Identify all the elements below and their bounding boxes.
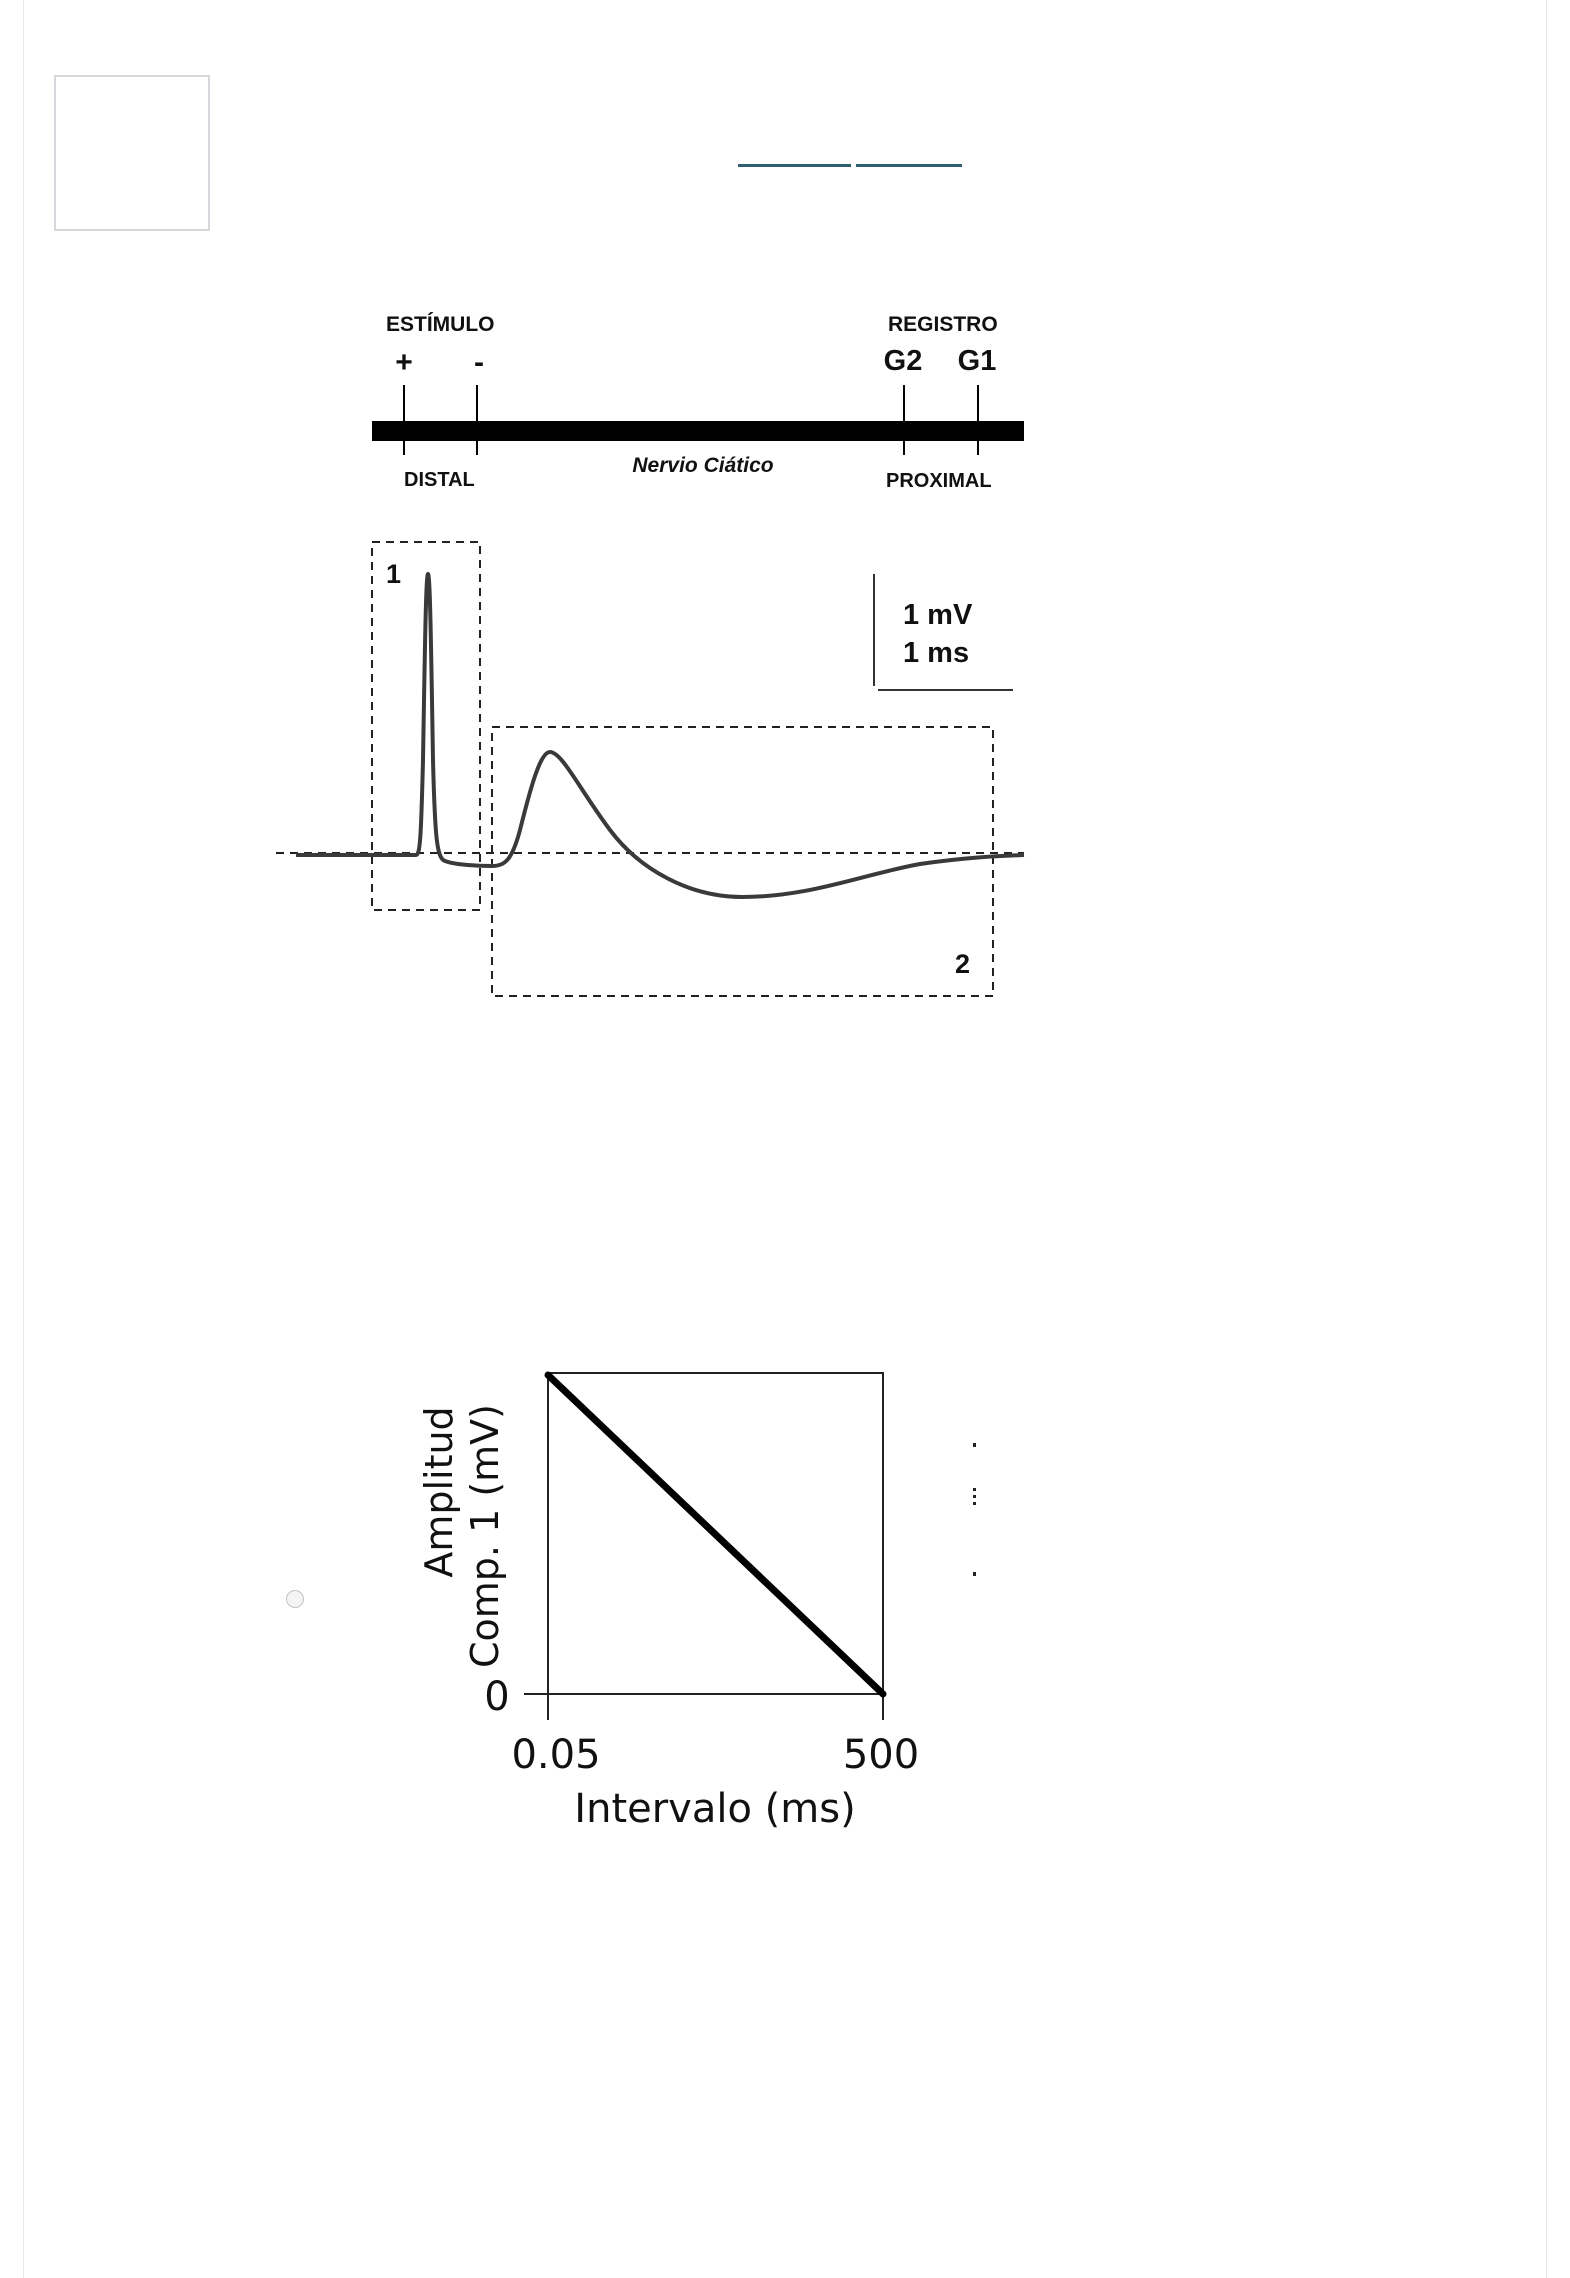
- component-2-box: [491, 726, 994, 997]
- series-line: [544, 1371, 887, 1698]
- plus-electrode-label: +: [395, 346, 413, 379]
- content-card: [23, 0, 1547, 2278]
- distal-label: DISTAL: [404, 469, 475, 491]
- answer-radio-button[interactable]: [286, 1590, 304, 1608]
- y-axis-label-line2: Comp. 1 (mV): [463, 1404, 507, 1668]
- x-axis-label: Intervalo (ms): [574, 1786, 855, 1832]
- plot-frame: [547, 1372, 884, 1695]
- nerve-label: Nervio Ciático: [632, 454, 773, 477]
- y-tick-label-0: 0: [484, 1674, 509, 1720]
- record-label: REGISTRO: [888, 313, 998, 336]
- scale-mv-label: 1 mV: [903, 599, 973, 631]
- amplitude-interval-chart: 0 0.05 500 Intervalo (ms) Amplitud Comp.…: [417, 1371, 919, 1832]
- scale-ms-label: 1 ms: [903, 637, 969, 669]
- nerve-bar: [372, 421, 1024, 441]
- x-tick-label-0: 0.05: [511, 1732, 600, 1778]
- g1-label: G1: [958, 345, 997, 377]
- x-tick-label-1: 500: [843, 1732, 919, 1778]
- proximal-label: PROXIMAL: [886, 470, 992, 492]
- link-underline-2[interactable]: [856, 164, 962, 167]
- y-axis-label-line1: Amplitud: [417, 1406, 461, 1577]
- link-underline-1[interactable]: [738, 164, 851, 167]
- trace-line: [296, 571, 1025, 900]
- minus-electrode-label: -: [474, 346, 484, 379]
- g2-label: G2: [884, 345, 923, 377]
- stimulus-label: ESTÍMULO: [386, 313, 495, 336]
- box-2-label: 2: [955, 949, 970, 979]
- image-placeholder: [54, 75, 210, 231]
- nerve-diagram: ESTÍMULO REGISTRO + - G2 G1 DISTAL Nervi…: [372, 313, 1024, 492]
- decorative-dots: [973, 1443, 976, 1576]
- box-1-label: 1: [386, 559, 401, 589]
- trace-figure: 1 2 1 mV 1 ms: [276, 541, 1025, 997]
